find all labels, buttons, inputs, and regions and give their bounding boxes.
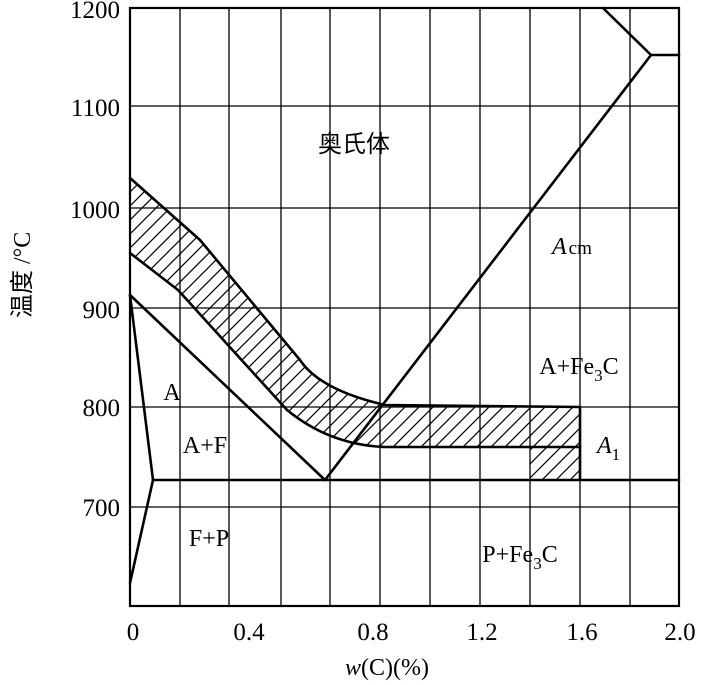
x-axis-ticks: 0 0.4 0.8 1.2 1.6 2.0 xyxy=(127,619,696,646)
ferrite-solvus-lower xyxy=(128,478,155,585)
austenite-label: 奥氏体 xyxy=(318,131,390,158)
a-fe3c-label: A+Fe3C xyxy=(539,354,618,385)
y-tick-label: 800 xyxy=(83,395,121,422)
y-tick-label: 1200 xyxy=(70,0,120,24)
x-tick-label: 0.4 xyxy=(233,619,265,646)
acm-line xyxy=(323,53,653,482)
y-axis-title: 温度 /°C xyxy=(9,232,36,318)
upper-right-line xyxy=(601,6,653,57)
x-tick-label: 1.2 xyxy=(466,619,497,646)
upper-transformation-curve xyxy=(128,176,582,482)
austenite-short-label: A xyxy=(163,380,181,406)
pearlite-fe3c-label: P+Fe3C xyxy=(482,542,557,573)
x-tick-label: 1.6 xyxy=(566,619,597,646)
ferrite-pearlite-label: F+P xyxy=(189,526,229,552)
x-axis-title: w(C)(%) xyxy=(345,655,429,681)
y-tick-label: 900 xyxy=(83,297,121,324)
ferrite-solvus-upper xyxy=(128,293,155,482)
a3-line xyxy=(128,293,327,482)
x-tick-label: 2.0 xyxy=(664,619,695,646)
y-tick-label: 1000 xyxy=(70,197,120,224)
y-tick-label: 700 xyxy=(83,495,121,522)
plot-frame xyxy=(128,6,681,608)
x-tick-label: 0.8 xyxy=(357,619,388,646)
x-tick-label: 0 xyxy=(127,619,140,646)
y-tick-label: 1100 xyxy=(71,95,120,122)
hatched-transformation-band xyxy=(130,178,580,480)
lower-transformation-curve xyxy=(128,251,582,449)
austenite-ferrite-label: A+F xyxy=(183,433,227,459)
y-axis-ticks: 1200 1100 1000 900 800 700 xyxy=(70,0,120,522)
a1-label: A1 xyxy=(595,433,620,464)
phase-boundaries xyxy=(128,6,681,585)
